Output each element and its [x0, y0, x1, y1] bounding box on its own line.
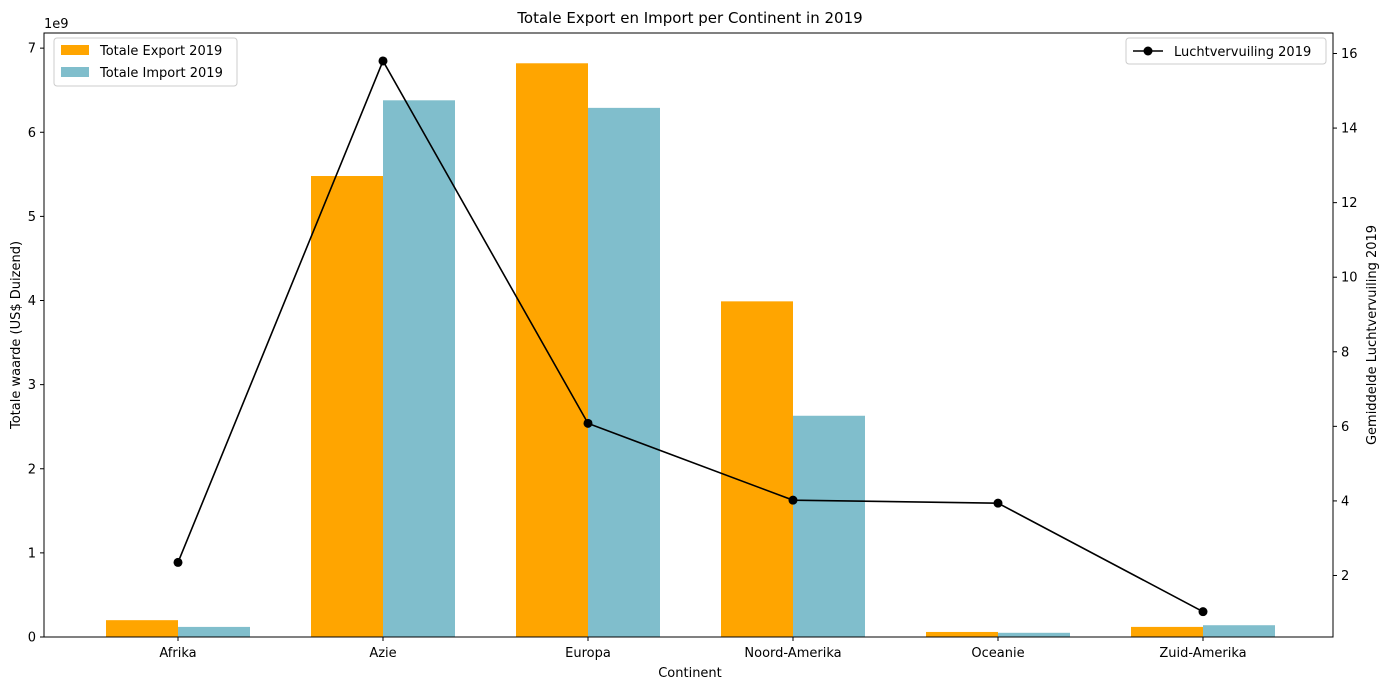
pollution-point-zuid-amerika	[1198, 607, 1208, 617]
y-right-axis: 2 4 6 8 10 12 14 16	[1333, 47, 1358, 584]
line-layer	[173, 56, 1208, 617]
pollution-point-afrika	[173, 557, 183, 567]
legend-right: Luchtvervuiling 2019	[1125, 37, 1327, 65]
bar-import-noord-amerika	[793, 415, 865, 637]
bar-import-zuid-amerika	[1203, 625, 1275, 637]
pollution-point-noord-amerika	[788, 495, 798, 505]
plot-frame	[43, 32, 1334, 638]
bar-import-europa	[588, 107, 660, 637]
bar-import-oceanie	[998, 632, 1070, 637]
y-left-tick-label: 7	[28, 42, 36, 57]
legend-marker-pollution	[1143, 46, 1153, 56]
y-right-tick-label: 12	[1341, 196, 1358, 211]
bar-export-zuid-amerika	[1131, 626, 1203, 637]
y-left-tick-label: 0	[28, 631, 36, 646]
x-tick-label: Azie	[369, 646, 396, 661]
bar-export-azie	[311, 176, 383, 637]
x-axis-label: Continent	[658, 666, 722, 681]
x-tick-label: Afrika	[159, 646, 196, 661]
bars-layer	[106, 63, 1275, 638]
pollution-point-azie	[378, 56, 388, 66]
legend-label-import: Totale Import 2019	[99, 66, 223, 81]
legend-label-pollution: Luchtvervuiling 2019	[1174, 45, 1311, 60]
legend-right-frame	[1125, 37, 1327, 65]
bar-export-europa	[516, 63, 588, 638]
y-left-tick-label: 2	[28, 462, 36, 477]
legend-left: Totale Export 2019 Totale Import 2019	[53, 37, 238, 87]
x-tick-label: Europa	[565, 646, 611, 661]
y-left-axis-label: Totale waarde (US$ Duizend)	[9, 241, 24, 430]
legend-left-frame	[53, 37, 238, 87]
x-axis: Afrika Azie Europa Noord-Amerika Oceanie Zuid…	[159, 637, 1247, 661]
y-left-axis: 0 1 2 3 4 5 6 7	[28, 42, 44, 646]
y-left-tick-label: 4	[28, 294, 36, 309]
pollution-point-europa	[583, 418, 593, 428]
legend-swatch-export	[61, 45, 89, 55]
y-right-tick-label: 14	[1341, 122, 1358, 137]
x-tick-label: Zuid-Amerika	[1159, 646, 1246, 661]
y-right-tick-label: 6	[1341, 420, 1349, 435]
legend-label-export: Totale Export 2019	[99, 44, 222, 59]
y-left-tick-label: 3	[28, 378, 36, 393]
bar-export-oceanie	[926, 631, 998, 637]
x-tick-label: Oceanie	[971, 646, 1024, 661]
y-right-axis-label: Gemiddelde Luchtvervuiling 2019	[1365, 225, 1380, 445]
y-left-tick-label: 5	[28, 210, 36, 225]
y-left-tick-label: 6	[28, 126, 36, 141]
bar-import-azie	[383, 100, 455, 638]
bar-export-afrika	[106, 620, 178, 637]
chart-title: Totale Export en Import per Continent in…	[516, 9, 862, 27]
pollution-point-oceanie	[993, 498, 1003, 508]
bar-export-noord-amerika	[721, 301, 793, 637]
y-right-tick-label: 2	[1341, 569, 1349, 584]
y-right-tick-label: 8	[1341, 345, 1349, 360]
bar-import-afrika	[178, 626, 250, 637]
y-right-tick-label: 4	[1341, 494, 1349, 509]
y-right-tick-label: 16	[1341, 47, 1358, 62]
y-right-tick-label: 10	[1341, 271, 1358, 286]
y-left-tick-label: 1	[28, 546, 36, 561]
legend-swatch-import	[61, 67, 89, 77]
y-left-offset-label: 1e9	[44, 17, 69, 32]
pollution-line	[177, 59, 1204, 613]
x-tick-label: Noord-Amerika	[744, 646, 841, 661]
